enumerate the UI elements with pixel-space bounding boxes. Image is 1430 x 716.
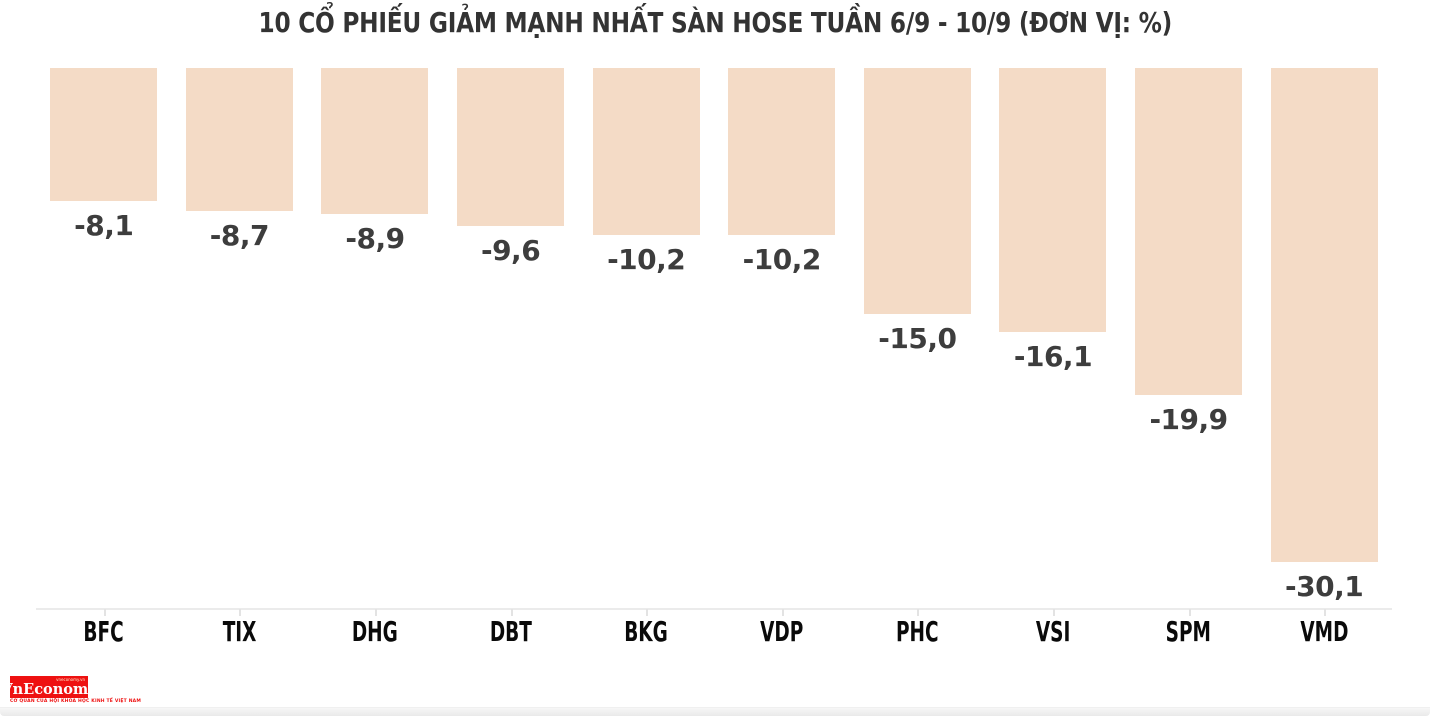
value-label-vsi: -16,1 [1013, 340, 1093, 373]
bar-vsi [999, 68, 1107, 332]
vneconomy-logo-box: vneconomy.vn VnEconomy [1, 676, 97, 698]
x-axis-label-dbt: DBT [489, 615, 532, 648]
bar-column-phc: -15,0 [850, 68, 986, 355]
bar-column-spm: -19,9 [1121, 68, 1257, 436]
logo-brand-text: VnEconomy [1, 681, 97, 698]
value-label-bkg: -10,2 [607, 243, 686, 276]
x-axis-label-vsi: VSI [1035, 615, 1071, 648]
x-axis-label-vmd: VMD [1300, 615, 1349, 648]
value-label-bfc: -8,1 [74, 209, 134, 242]
bar-column-vdp: -10,2 [714, 68, 850, 276]
axis-tick [781, 609, 784, 616]
axis-tick [1188, 609, 1191, 616]
bar-dhg [321, 68, 429, 214]
axis-tick [1324, 609, 1327, 616]
chart-title-row: 10 CỔ PHIẾU GIẢM MẠNH NHẤT SÀN HOSE TUẦN… [0, 6, 1430, 39]
chart-title: 10 CỔ PHIẾU GIẢM MẠNH NHẤT SÀN HOSE TUẦN… [258, 6, 1172, 39]
bar-vmd [1270, 68, 1378, 562]
logo-tagline: CƠ QUAN CỦA HỘI KHOA HỌC KINH TẾ VIỆT NA… [10, 699, 142, 704]
bar-column-dbt: -9,6 [443, 68, 579, 267]
plot-area: -8,1 -8,7 -8,9 -9,6 -10,2 -10,2 -15,0 -16,1 -19,… [36, 68, 1392, 603]
axis-tick [510, 609, 513, 616]
x-axis-label-vdp: VDP [760, 615, 804, 648]
bar-column-bfc: -8,1 [36, 68, 172, 242]
x-axis-label-phc: PHC [896, 615, 939, 648]
bar-vdp [728, 68, 836, 235]
bar-column-vmd: -30,1 [1256, 68, 1392, 603]
value-label-spm: -19,9 [1149, 403, 1228, 436]
value-label-dhg: -8,9 [345, 222, 405, 255]
bar-bfc [50, 68, 158, 201]
x-axis-cell-phc: PHC [850, 609, 986, 648]
x-axis-cell-dhg: DHG [307, 609, 443, 648]
bar-phc [863, 68, 971, 314]
bar-tix [185, 68, 293, 211]
x-axis-label-bkg: BKG [624, 615, 668, 648]
axis-tick [646, 609, 649, 616]
bar-column-tix: -8,7 [172, 68, 308, 252]
x-axis-label-spm: SPM [1165, 615, 1212, 648]
x-axis-cell-tix: TIX [172, 609, 308, 648]
axis-tick [239, 609, 242, 616]
x-axis-cell-bkg: BKG [578, 609, 714, 648]
x-axis: BFC TIX DHG DBT BKG VDP PHC VSI SPM VMD [36, 608, 1392, 646]
logo-small-text: vneconomy.vn [56, 677, 85, 682]
bar-column-bkg: -10,2 [578, 68, 714, 276]
x-axis-label-dhg: DHG [351, 615, 398, 648]
value-label-vdp: -10,2 [742, 243, 822, 276]
x-axis-cell-vmd: VMD [1256, 609, 1392, 648]
axis-tick [1052, 609, 1055, 616]
axis-tick [374, 609, 377, 616]
bottom-edge-bar [0, 707, 1430, 716]
value-label-dbt: -9,6 [480, 234, 541, 267]
value-label-phc: -15,0 [878, 322, 957, 355]
vneconomy-logo: vneconomy.vn VnEconomy CƠ QUAN CỦA HỘI K… [1, 676, 142, 705]
value-label-vmd: -30,1 [1285, 570, 1364, 603]
x-axis-label-bfc: BFC [83, 615, 124, 648]
bar-spm [1135, 68, 1243, 395]
x-axis-label-tix: TIX [222, 615, 257, 648]
bar-dbt [457, 68, 565, 226]
value-label-tix: -8,7 [209, 219, 270, 252]
x-axis-cell-vsi: VSI [985, 609, 1121, 648]
bar-column-dhg: -8,9 [307, 68, 443, 255]
x-axis-cell-dbt: DBT [443, 609, 579, 648]
bar-bkg [592, 68, 700, 235]
x-axis-cell-vdp: VDP [714, 609, 850, 648]
axis-tick [917, 609, 920, 616]
bar-column-vsi: -16,1 [985, 68, 1121, 373]
axis-tick [103, 609, 106, 616]
x-axis-cell-bfc: BFC [36, 609, 172, 648]
x-axis-cell-spm: SPM [1121, 609, 1257, 648]
